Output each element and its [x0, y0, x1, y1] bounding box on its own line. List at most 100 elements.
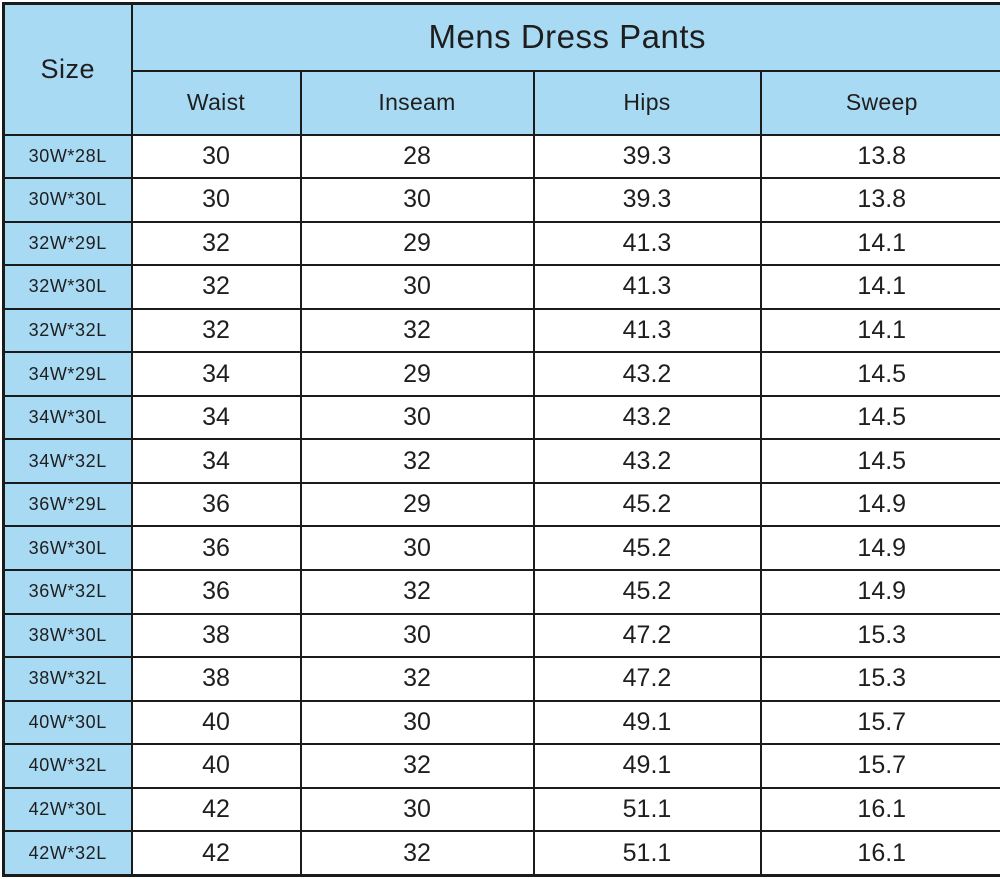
- value-cell: 13.8: [759, 177, 1000, 223]
- column-header-sweep: Sweep: [759, 69, 1000, 136]
- value-cell: 43.2: [532, 394, 762, 441]
- value-cell: 47.2: [532, 612, 762, 659]
- value-cell: 45.2: [532, 481, 762, 528]
- value-cell: 32: [130, 220, 302, 267]
- value-cell: 29: [299, 351, 535, 397]
- value-cell: 13.8: [759, 133, 1000, 180]
- table-row: 34W*30L 34 30 43.2 14.5: [2, 394, 1000, 441]
- value-cell: 14.9: [759, 568, 1000, 615]
- value-cell: 38: [130, 612, 302, 659]
- value-cell: 32: [299, 307, 535, 354]
- value-cell: 14.1: [759, 220, 1000, 267]
- value-cell: 15.3: [759, 612, 1000, 659]
- value-cell: 14.1: [759, 264, 1000, 310]
- value-cell: 51.1: [532, 830, 762, 877]
- value-cell: 14.5: [759, 394, 1000, 441]
- value-cell: 34: [130, 438, 302, 484]
- value-cell: 47.2: [532, 656, 762, 702]
- value-cell: 43.2: [532, 438, 762, 484]
- table-row: 32W*29L 32 29 41.3 14.1: [2, 220, 1000, 267]
- size-cell: 30W*30L: [2, 177, 133, 223]
- size-cell: 32W*30L: [2, 264, 133, 310]
- value-cell: 39.3: [532, 177, 762, 223]
- value-cell: 30: [299, 612, 535, 659]
- value-cell: 39.3: [532, 133, 762, 180]
- table-row: 40W*30L 40 30 49.1 15.7: [2, 699, 1000, 746]
- size-cell: 34W*29L: [2, 351, 133, 397]
- value-cell: 14.5: [759, 351, 1000, 397]
- column-header-waist: Waist: [130, 69, 302, 136]
- value-cell: 32: [299, 656, 535, 702]
- value-cell: 16.1: [759, 830, 1000, 877]
- value-cell: 49.1: [532, 699, 762, 746]
- value-cell: 41.3: [532, 264, 762, 310]
- table-row: 34W*29L 34 29 43.2 14.5: [2, 351, 1000, 397]
- value-cell: 14.9: [759, 481, 1000, 528]
- value-cell: 30: [299, 264, 535, 310]
- table-row: 30W*30L 30 30 39.3 13.8: [2, 177, 1000, 223]
- size-cell: 42W*32L: [2, 830, 133, 877]
- value-cell: 36: [130, 525, 302, 571]
- value-cell: 30: [299, 699, 535, 746]
- table-row: 32W*30L 32 30 41.3 14.1: [2, 264, 1000, 310]
- value-cell: 29: [299, 220, 535, 267]
- value-cell: 30: [130, 133, 302, 180]
- value-cell: 45.2: [532, 525, 762, 571]
- value-cell: 32: [130, 307, 302, 354]
- size-cell: 36W*29L: [2, 481, 133, 528]
- table-row: 32W*32L 32 32 41.3 14.1: [2, 307, 1000, 354]
- value-cell: 30: [299, 525, 535, 571]
- value-cell: 42: [130, 830, 302, 877]
- value-cell: 40: [130, 743, 302, 789]
- table-row: 42W*30L 42 30 51.1 16.1: [2, 786, 1000, 833]
- value-cell: 45.2: [532, 568, 762, 615]
- value-cell: 32: [299, 438, 535, 484]
- value-cell: 32: [130, 264, 302, 310]
- table-row: 40W*32L 40 32 49.1 15.7: [2, 743, 1000, 789]
- size-cell: 30W*28L: [2, 133, 133, 180]
- size-cell: 42W*30L: [2, 786, 133, 833]
- title-row: Size Mens Dress Pants: [2, 2, 1000, 136]
- value-cell: 15.7: [759, 743, 1000, 789]
- value-cell: 34: [130, 394, 302, 441]
- value-cell: 49.1: [532, 743, 762, 789]
- size-cell: 32W*29L: [2, 220, 133, 267]
- value-cell: 16.1: [759, 786, 1000, 833]
- size-cell: 34W*32L: [2, 438, 133, 484]
- value-cell: 15.7: [759, 699, 1000, 746]
- table-row: 30W*28L 30 28 39.3 13.8: [2, 133, 1000, 180]
- value-cell: 41.3: [532, 307, 762, 354]
- value-cell: 36: [130, 481, 302, 528]
- table-title: Mens Dress Pants: [130, 2, 1000, 72]
- table-header: Size Mens Dress Pants Waist Inseam Hips Swe…: [2, 2, 1000, 136]
- table-row: 38W*30L 38 30 47.2 15.3: [2, 612, 1000, 659]
- value-cell: 30: [299, 177, 535, 223]
- table-row: 34W*32L 34 32 43.2 14.5: [2, 438, 1000, 484]
- value-cell: 51.1: [532, 786, 762, 833]
- column-header-inseam: Inseam: [299, 69, 535, 136]
- table-row: 36W*29L 36 29 45.2 14.9: [2, 481, 1000, 528]
- value-cell: 30: [299, 394, 535, 441]
- table-row: 38W*32L 38 32 47.2 15.3: [2, 656, 1000, 702]
- size-cell: 36W*30L: [2, 525, 133, 571]
- value-cell: 15.3: [759, 656, 1000, 702]
- value-cell: 28: [299, 133, 535, 180]
- value-cell: 40: [130, 699, 302, 746]
- value-cell: 43.2: [532, 351, 762, 397]
- size-column-header: Size: [2, 2, 133, 136]
- value-cell: 32: [299, 743, 535, 789]
- value-cell: 29: [299, 481, 535, 528]
- table-row: 42W*32L 42 32 51.1 16.1: [2, 830, 1000, 877]
- column-header-hips: Hips: [532, 69, 762, 136]
- size-cell: 32W*32L: [2, 307, 133, 354]
- value-cell: 41.3: [532, 220, 762, 267]
- size-cell: 38W*32L: [2, 656, 133, 702]
- value-cell: 14.1: [759, 307, 1000, 354]
- size-cell: 38W*30L: [2, 612, 133, 659]
- table-row: 36W*30L 36 30 45.2 14.9: [2, 525, 1000, 571]
- size-cell: 40W*30L: [2, 699, 133, 746]
- size-cell: 40W*32L: [2, 743, 133, 789]
- size-cell: 36W*32L: [2, 568, 133, 615]
